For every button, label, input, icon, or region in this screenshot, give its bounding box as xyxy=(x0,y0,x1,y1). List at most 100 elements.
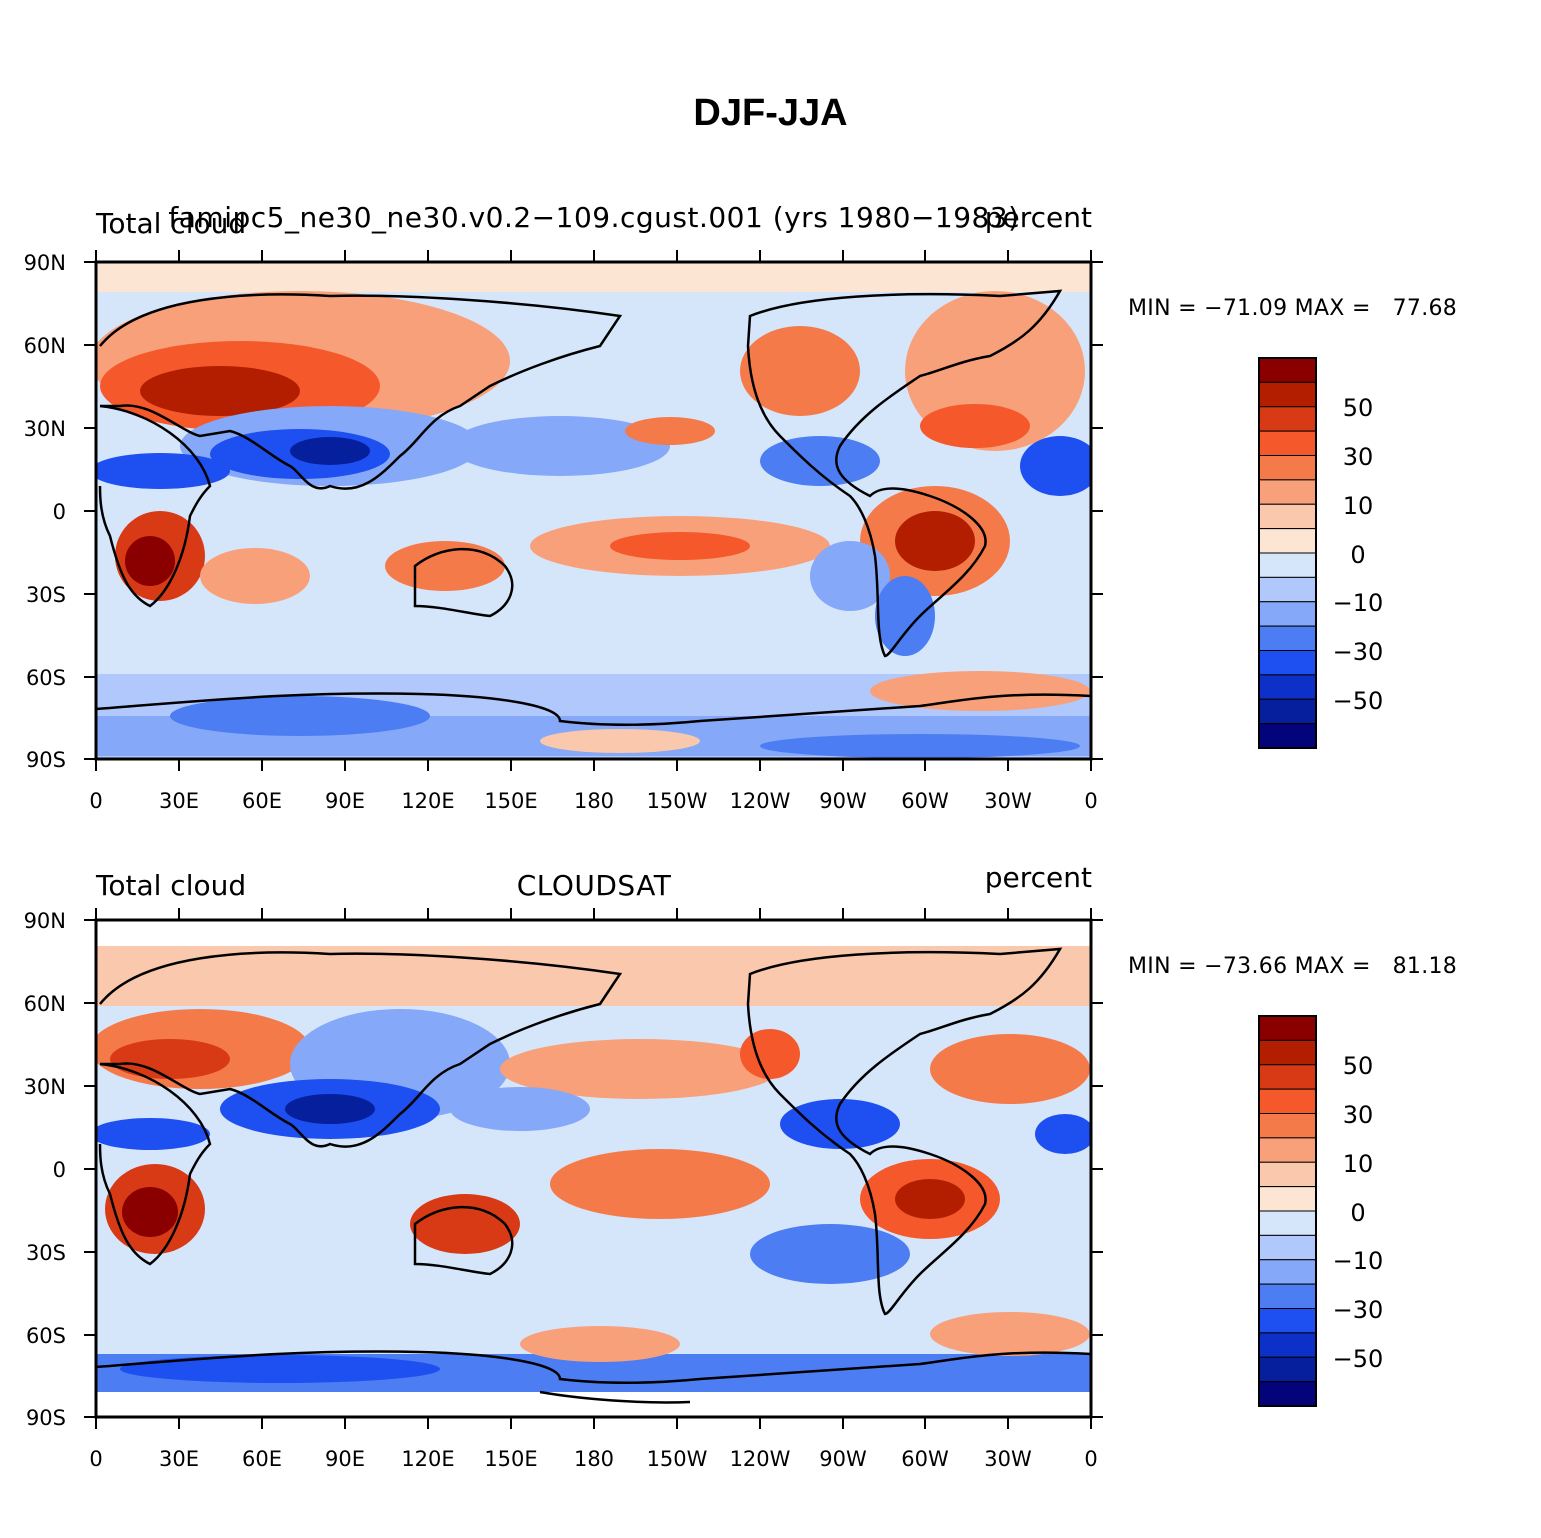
colorbar-swatch xyxy=(1258,1283,1317,1309)
colorbar-swatch xyxy=(1258,1356,1317,1383)
lon-label: 30W xyxy=(984,789,1032,813)
coastlines-model xyxy=(96,289,1091,726)
lat-label: 90N xyxy=(24,909,66,933)
colorbar-swatch xyxy=(1258,1332,1317,1358)
lon-labels-obs: 0 30E 60E 90E 120E 150E 180 150W 120W 90… xyxy=(89,1447,1097,1471)
colorbar-frame xyxy=(1258,357,1317,749)
figure-title: DJF-JJA xyxy=(693,92,848,134)
lon-label: 60E xyxy=(242,789,282,813)
lon-label: 150W xyxy=(647,789,708,813)
lat-label: 30S xyxy=(26,583,66,607)
max-label: MAX xyxy=(1294,954,1345,979)
colorbar-label: 30 xyxy=(1343,443,1374,471)
lon-label: 0 xyxy=(1084,789,1097,813)
lat-label: 90N xyxy=(24,251,66,275)
ticks-model xyxy=(84,250,1103,771)
colorbar-label: −30 xyxy=(1333,1296,1384,1324)
colorbar-swatch xyxy=(1258,1113,1317,1139)
colorbar-swatch xyxy=(1258,455,1317,481)
colorbar-obs xyxy=(1258,1015,1317,1407)
lat-labels-obs: 90N 60N 30N 0 30S 60S 90S xyxy=(24,909,66,1430)
lon-label: 90W xyxy=(819,1447,867,1471)
colorbar-swatch xyxy=(1258,1161,1317,1188)
lat-label: 30S xyxy=(26,1241,66,1265)
lon-label: 120W xyxy=(730,789,791,813)
map-field-obs xyxy=(96,946,1091,1392)
lon-label: 30E xyxy=(159,789,199,813)
min-max-readout: MIN = −71.09 MAX = 77.68 xyxy=(1128,296,1458,321)
lon-label: 0 xyxy=(1084,1447,1097,1471)
map-obs: 90N 60N 30N 0 30S 60S 90S 0 30E 60E 90E … xyxy=(24,908,1384,1471)
colorbar-labels-model: 50 30 10 0 −10 −30 −50 xyxy=(1333,394,1384,715)
lat-labels-model: 90N 60N 30N 0 30S 60S 90S xyxy=(24,251,66,772)
map-model: 90N 60N 30N 0 30S 60S 90S 0 30E 60E 90E … xyxy=(24,250,1384,813)
lon-label: 120E xyxy=(401,1447,454,1471)
colorbar-swatch xyxy=(1258,357,1317,383)
min-max-readout: MIN = −73.66 MAX = 81.18 xyxy=(1128,954,1458,979)
colorbar-swatch xyxy=(1258,1259,1317,1285)
colorbar-swatch xyxy=(1258,1210,1317,1236)
max-value: 77.68 xyxy=(1392,296,1458,321)
panel-center-label: CLOUDSAT xyxy=(516,869,672,902)
antarctic-coast-obs xyxy=(539,1390,691,1404)
lat-label: 60N xyxy=(24,334,66,358)
panel-center-label: famipc5_ne30_ne30.v0.2−109.cgust.001 (yr… xyxy=(168,201,1020,234)
panel-model: 90N 60N 30N 0 30S 60S 90S 0 30E 60E 90E … xyxy=(0,196,1541,836)
lat-label: 30N xyxy=(24,417,66,441)
colorbar-model xyxy=(1258,357,1317,749)
lon-label: 180 xyxy=(574,789,614,813)
panel-obs: 90N 60N 30N 0 30S 60S 90S 0 30E 60E 90E … xyxy=(0,854,1541,1494)
colorbar-swatch xyxy=(1258,406,1317,432)
colorbar-swatch xyxy=(1258,1088,1317,1114)
colorbar-label: 10 xyxy=(1343,492,1374,520)
colorbar-label: 0 xyxy=(1350,1199,1365,1227)
lon-labels-model: 0 30E 60E 90E 120E 150E 180 150W 120W 90… xyxy=(89,789,1097,813)
colorbar-swatch xyxy=(1258,479,1317,505)
colorbar-label: −50 xyxy=(1333,687,1384,715)
colorbar-swatch xyxy=(1258,625,1317,651)
lon-label: 30W xyxy=(984,1447,1032,1471)
colorbar-swatch xyxy=(1258,650,1317,676)
colorbar-swatch xyxy=(1258,430,1317,456)
lat-label: 90S xyxy=(26,748,66,772)
lat-label: 90S xyxy=(26,1406,66,1430)
colorbar-label: 30 xyxy=(1343,1101,1374,1129)
lon-label: 120E xyxy=(401,789,454,813)
colorbar-label: −10 xyxy=(1333,1247,1384,1275)
max-label: MAX xyxy=(1294,296,1345,321)
panel-left-label: Total cloud xyxy=(96,207,247,240)
colorbar-label: −30 xyxy=(1333,638,1384,666)
colorbar-swatch xyxy=(1258,1015,1317,1041)
colorbar-label: −50 xyxy=(1333,1345,1384,1373)
lon-label: 150E xyxy=(484,789,537,813)
colorbar-label: 0 xyxy=(1350,541,1365,569)
colorbar-labels-obs: 50 30 10 0 −10 −30 −50 xyxy=(1333,1052,1384,1373)
colorbar-label: 10 xyxy=(1343,1150,1374,1178)
lon-label: 60E xyxy=(242,1447,282,1471)
coastlines-obs xyxy=(96,947,1091,1384)
lon-label: 0 xyxy=(89,789,102,813)
colorbar-frame xyxy=(1258,1015,1317,1407)
colorbar-swatch xyxy=(1258,1381,1317,1407)
lat-label: 60S xyxy=(26,1324,66,1348)
lon-label: 180 xyxy=(574,1447,614,1471)
colorbar-swatch xyxy=(1258,1308,1317,1334)
min-value: −73.66 xyxy=(1204,954,1288,979)
ticks-obs xyxy=(84,908,1103,1429)
max-value: 81.18 xyxy=(1392,954,1458,979)
colorbar-swatch xyxy=(1258,698,1317,725)
colorbar-swatch xyxy=(1258,1039,1317,1066)
lon-label: 120W xyxy=(730,1447,791,1471)
colorbar-label: −10 xyxy=(1333,589,1384,617)
lon-label: 0 xyxy=(89,1447,102,1471)
colorbar-swatch xyxy=(1258,1137,1317,1163)
colorbar-swatch xyxy=(1258,601,1317,627)
lon-label: 30E xyxy=(159,1447,199,1471)
colorbar-label: 50 xyxy=(1343,1052,1374,1080)
map-field-model xyxy=(96,262,1091,759)
lon-label: 90E xyxy=(325,1447,365,1471)
lat-label: 60N xyxy=(24,992,66,1016)
colorbar-swatch xyxy=(1258,528,1317,554)
panel-units-label: percent xyxy=(984,201,1092,234)
panel-units-label: percent xyxy=(984,861,1092,894)
